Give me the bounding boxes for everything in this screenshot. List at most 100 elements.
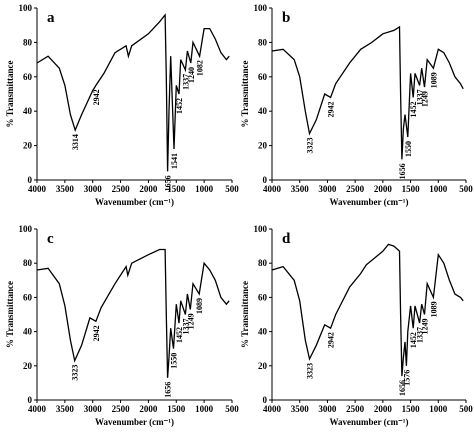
panel-label: d xyxy=(282,231,291,247)
x-tick-label: 2000 xyxy=(139,404,158,414)
peak-label: 1452 xyxy=(409,332,418,348)
x-tick-label: 2000 xyxy=(139,184,158,194)
peak-label: 1337 xyxy=(181,74,190,90)
x-tick-label: 1000 xyxy=(195,184,214,194)
x-tick-label: 4000 xyxy=(28,404,47,414)
y-tick-label: 60 xyxy=(258,292,268,302)
y-tick-label: 0 xyxy=(28,175,33,185)
panel-label: a xyxy=(47,10,55,26)
peak-label: 3323 xyxy=(306,138,315,154)
x-tick-label: 2000 xyxy=(374,184,393,194)
x-tick-label: 2500 xyxy=(346,184,365,194)
y-axis-label: % Transmittance xyxy=(5,281,15,348)
x-tick-label: 2500 xyxy=(112,184,131,194)
x-tick-label: 1000 xyxy=(429,404,448,414)
spectrum-line xyxy=(36,13,230,172)
peak-label: 1337 xyxy=(181,319,190,335)
x-tick-label: 3500 xyxy=(56,184,75,194)
peak-label: 1337 xyxy=(416,327,425,343)
y-tick-label: 60 xyxy=(23,292,33,302)
x-axis-label: Wavenumber (cm⁻¹) xyxy=(329,417,408,427)
peak-label: 1656 xyxy=(398,380,407,396)
x-tick-label: 3000 xyxy=(318,404,337,414)
y-tick-label: 40 xyxy=(23,106,33,116)
y-tick-label: 20 xyxy=(23,361,33,371)
peak-label: 1249 xyxy=(420,319,429,335)
peak-label: 1550 xyxy=(404,141,413,157)
x-tick-label: 500 xyxy=(459,184,473,194)
peak-label: 2942 xyxy=(92,89,101,105)
y-tick-label: 0 xyxy=(28,395,33,405)
x-tick-label: 3500 xyxy=(291,184,310,194)
x-tick-label: 4000 xyxy=(263,404,282,414)
y-tick-label: 0 xyxy=(263,395,268,405)
peak-label: 1089 xyxy=(429,301,438,317)
panel-label: c xyxy=(47,231,54,247)
x-tick-label: 4000 xyxy=(263,184,282,194)
peak-label: 1452 xyxy=(409,101,418,117)
peak-label: 1249 xyxy=(420,91,429,107)
peak-label: 1089 xyxy=(195,298,204,314)
peak-label: 1452 xyxy=(175,98,184,114)
y-tick-label: 80 xyxy=(258,37,268,47)
y-tick-label: 40 xyxy=(23,327,33,337)
y-axis-label: % Transmittance xyxy=(240,61,250,128)
spectrum-line xyxy=(271,25,464,160)
peak-label: 1452 xyxy=(175,327,184,343)
peak-label: 1656 xyxy=(164,175,173,191)
peak-label: 3323 xyxy=(306,363,315,379)
x-axis-label: Wavenumber (cm⁻¹) xyxy=(329,197,408,207)
x-tick-label: 1000 xyxy=(429,184,448,194)
peak-label: 1541 xyxy=(170,153,179,169)
x-tick-label: 1500 xyxy=(402,404,421,414)
x-tick-label: 3000 xyxy=(318,184,337,194)
x-tick-label: 4000 xyxy=(28,184,47,194)
x-axis-label: Wavenumber (cm⁻¹) xyxy=(95,417,174,427)
y-tick-label: 100 xyxy=(19,3,33,13)
peak-label: 1249 xyxy=(186,313,195,329)
x-axis-label: Wavenumber (cm⁻¹) xyxy=(95,197,174,207)
peak-label: 1656 xyxy=(164,382,173,398)
peak-label: 1089 xyxy=(429,72,438,88)
y-axis-label: % Transmittance xyxy=(240,281,250,348)
x-tick-label: 3000 xyxy=(84,184,103,194)
x-tick-label: 3500 xyxy=(56,404,75,414)
x-tick-label: 500 xyxy=(225,404,239,414)
y-tick-label: 80 xyxy=(23,37,33,47)
spectrum-line xyxy=(36,248,230,378)
y-tick-label: 100 xyxy=(254,224,268,234)
y-tick-label: 100 xyxy=(19,224,33,234)
y-tick-label: 40 xyxy=(258,327,268,337)
peak-label: 1656 xyxy=(398,163,407,179)
y-tick-label: 80 xyxy=(258,258,268,268)
x-tick-label: 1500 xyxy=(167,184,186,194)
y-tick-label: 20 xyxy=(258,361,268,371)
y-axis-label: % Transmittance xyxy=(5,61,15,128)
peak-label: 1576 xyxy=(402,370,411,386)
peak-label: 1337 xyxy=(416,89,425,105)
peak-label: 1082 xyxy=(196,60,205,76)
peak-label: 2942 xyxy=(327,332,336,348)
peak-label: 3323 xyxy=(71,365,80,381)
y-tick-label: 100 xyxy=(254,3,268,13)
x-tick-label: 2000 xyxy=(374,404,393,414)
peak-label: 2942 xyxy=(92,325,101,341)
y-tick-label: 60 xyxy=(258,72,268,82)
peak-label: 2942 xyxy=(327,101,336,117)
x-tick-label: 2500 xyxy=(112,404,131,414)
y-tick-label: 60 xyxy=(23,72,33,82)
x-tick-label: 1500 xyxy=(167,404,186,414)
y-tick-label: 40 xyxy=(258,106,268,116)
y-tick-label: 80 xyxy=(23,258,33,268)
panel-label: b xyxy=(282,10,290,26)
x-tick-label: 500 xyxy=(225,184,239,194)
x-tick-label: 500 xyxy=(459,404,473,414)
x-tick-label: 2500 xyxy=(346,404,365,414)
peak-label: 1550 xyxy=(170,353,179,369)
x-tick-label: 3000 xyxy=(84,404,103,414)
peak-label: 3314 xyxy=(71,134,80,150)
y-tick-label: 20 xyxy=(23,141,33,151)
y-tick-label: 20 xyxy=(258,141,268,151)
y-tick-label: 0 xyxy=(263,175,268,185)
